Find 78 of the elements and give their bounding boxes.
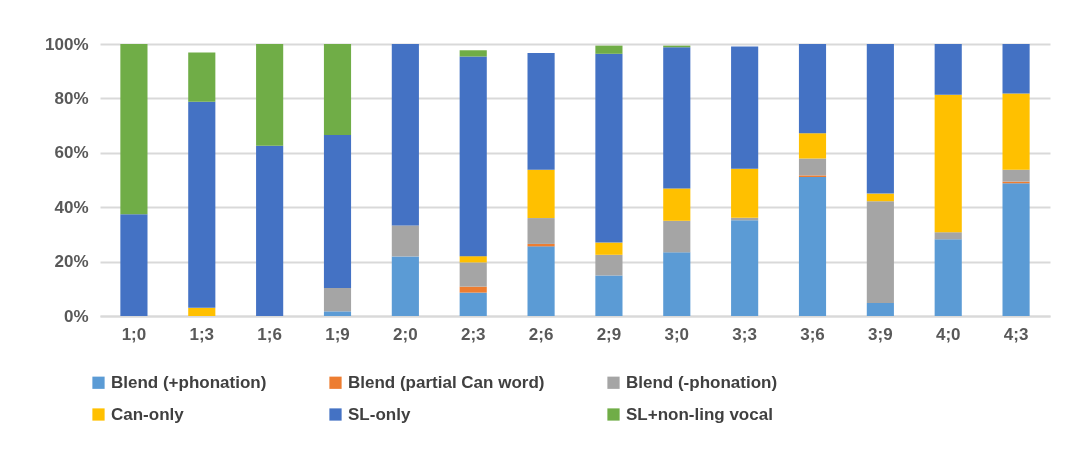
bar <box>798 133 827 159</box>
bar <box>663 47 691 189</box>
x-tick-label: 2;3 <box>460 324 486 344</box>
x-tick-label: 1;6 <box>257 324 282 344</box>
bar <box>391 225 419 257</box>
bar <box>323 287 352 312</box>
bar <box>120 214 148 316</box>
bar <box>459 292 487 316</box>
bar <box>595 45 623 54</box>
bar <box>1002 169 1030 182</box>
bar <box>323 135 352 288</box>
x-tick-label: 3;6 <box>800 324 825 344</box>
bar <box>731 46 759 169</box>
bar <box>934 44 962 95</box>
y-tick-label: 60% <box>54 143 89 163</box>
bar <box>731 220 759 316</box>
bar <box>866 44 894 194</box>
bar <box>1002 93 1030 170</box>
x-tick-label: 4;0 <box>935 324 961 344</box>
y-tick-label: 100% <box>45 34 89 54</box>
bar <box>323 44 352 136</box>
legend-label: Blend (+phonation) <box>111 372 267 392</box>
bar <box>256 44 284 146</box>
bar <box>731 168 759 218</box>
bar <box>866 302 894 316</box>
x-tick-label: 2;0 <box>393 324 418 344</box>
x-tick-label: 1;3 <box>189 324 215 344</box>
bar <box>323 311 352 316</box>
y-tick-label: 20% <box>54 252 89 272</box>
bar <box>188 52 216 102</box>
bar <box>798 44 827 134</box>
legend-label: SL+non-ling vocal <box>626 404 773 424</box>
bar <box>527 246 555 316</box>
y-tick-label: 0% <box>63 306 89 326</box>
legend-label: Blend (partial Can word) <box>348 372 545 392</box>
bar <box>188 307 216 316</box>
bar <box>459 256 487 263</box>
legend-label: Blend (-phonation) <box>626 372 778 392</box>
bar <box>527 169 555 219</box>
bar <box>663 188 691 221</box>
bar <box>663 252 691 316</box>
bar <box>1002 183 1030 316</box>
x-tick-label: 2;9 <box>596 324 622 344</box>
bar <box>798 177 827 316</box>
y-tick-label: 40% <box>54 197 89 217</box>
y-tick-label: 80% <box>54 88 89 108</box>
x-tick-label: 3;9 <box>868 324 893 344</box>
legend-label: SL-only <box>348 404 411 424</box>
bar <box>595 242 623 255</box>
bar <box>934 232 962 240</box>
bar <box>459 56 487 257</box>
bar <box>527 52 555 170</box>
bar <box>798 158 827 176</box>
legend-label: Can-only <box>111 404 185 424</box>
bar <box>120 44 148 215</box>
x-tick-label: 2;6 <box>528 324 554 344</box>
bar <box>934 239 962 316</box>
x-tick-label: 4;3 <box>1003 324 1029 344</box>
bar <box>934 94 962 233</box>
bar <box>527 218 555 244</box>
bar <box>459 286 487 293</box>
bar <box>256 145 284 316</box>
bar <box>595 254 623 276</box>
bar <box>1002 44 1030 94</box>
bar <box>391 44 419 226</box>
x-tick-label: 1;9 <box>325 324 350 344</box>
bar <box>459 262 487 287</box>
bar <box>595 53 623 243</box>
bar <box>459 50 487 57</box>
x-tick-label: 1;0 <box>121 324 147 344</box>
bar <box>663 220 691 253</box>
bar <box>188 101 216 308</box>
bar <box>866 201 894 303</box>
x-tick-label: 3;3 <box>732 324 757 344</box>
bar <box>391 256 419 316</box>
bar <box>595 275 623 316</box>
bar <box>866 193 894 202</box>
x-tick-label: 3;0 <box>664 324 690 344</box>
